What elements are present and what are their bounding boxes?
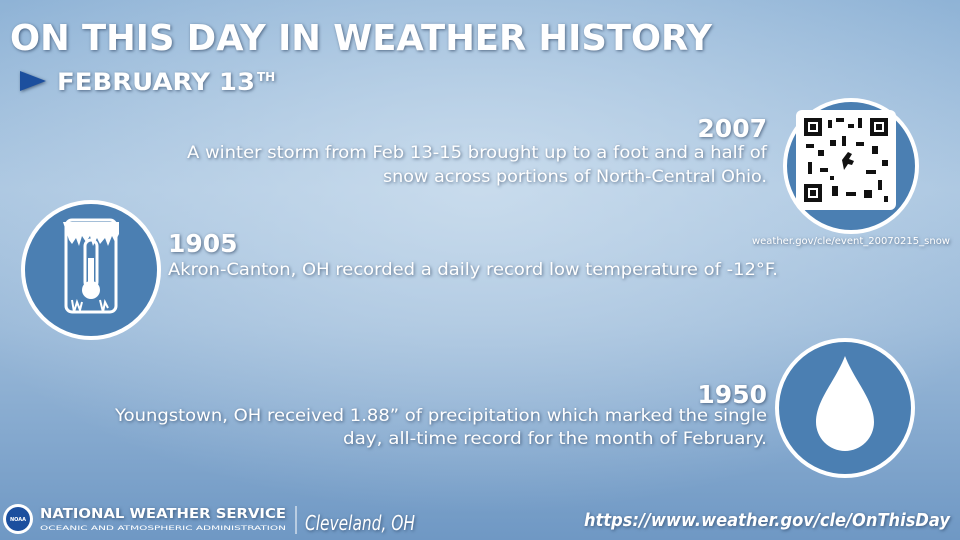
- date: FEBRUARY 13: [57, 68, 255, 96]
- agency: NATIONAL WEATHER SERVICE: [40, 507, 286, 522]
- event-year: 1950: [697, 380, 767, 409]
- event-text: Youngstown, OH received 1.88” of precipi…: [114, 406, 767, 426]
- arrow-icon: [20, 71, 46, 91]
- noaa-logo-inner: [6, 507, 30, 531]
- raindrop-icon: [775, 338, 915, 478]
- footer: NOAA NATIONAL WEATHER SERVICE OCEANIC AN…: [3, 504, 951, 535]
- event-year: 2007: [697, 114, 767, 143]
- agency-sub: OCEANIC AND ATMOSPHERIC ADMINISTRATION: [40, 525, 286, 532]
- date-suffix: TH: [257, 70, 275, 84]
- event-text: snow across portions of North-Central Oh…: [383, 167, 767, 187]
- url[interactable]: https://www.weather.gov/cle/OnThisDay: [584, 510, 951, 531]
- event-text: Akron-Canton, OH recorded a daily record…: [168, 260, 778, 280]
- event-text: day, all-time record for the month of Fe…: [343, 429, 767, 449]
- event-1950: 1950 Youngstown, OH received 1.88” of pr…: [114, 380, 767, 449]
- event-2007: 2007 A winter storm from Feb 13-15 broug…: [187, 114, 768, 187]
- event-year: 1905: [168, 229, 238, 258]
- event-text: A winter storm from Feb 13-15 brought up…: [187, 143, 768, 163]
- header: ON THIS DAY IN WEATHER HISTORY FEBRUARY …: [10, 18, 713, 96]
- office: Cleveland, OH: [305, 511, 415, 535]
- thermometer-icon: [21, 200, 161, 340]
- event-1905: 1905 Akron-Canton, OH recorded a daily r…: [168, 229, 778, 280]
- qr-code: weather.gov/cle/event_20070215_snow: [752, 98, 950, 247]
- noaa-logo-text: NOAA: [10, 517, 26, 523]
- title: ON THIS DAY IN WEATHER HISTORY: [10, 18, 713, 59]
- qr-link: weather.gov/cle/event_20070215_snow: [752, 236, 950, 247]
- qr-pattern: [804, 118, 888, 202]
